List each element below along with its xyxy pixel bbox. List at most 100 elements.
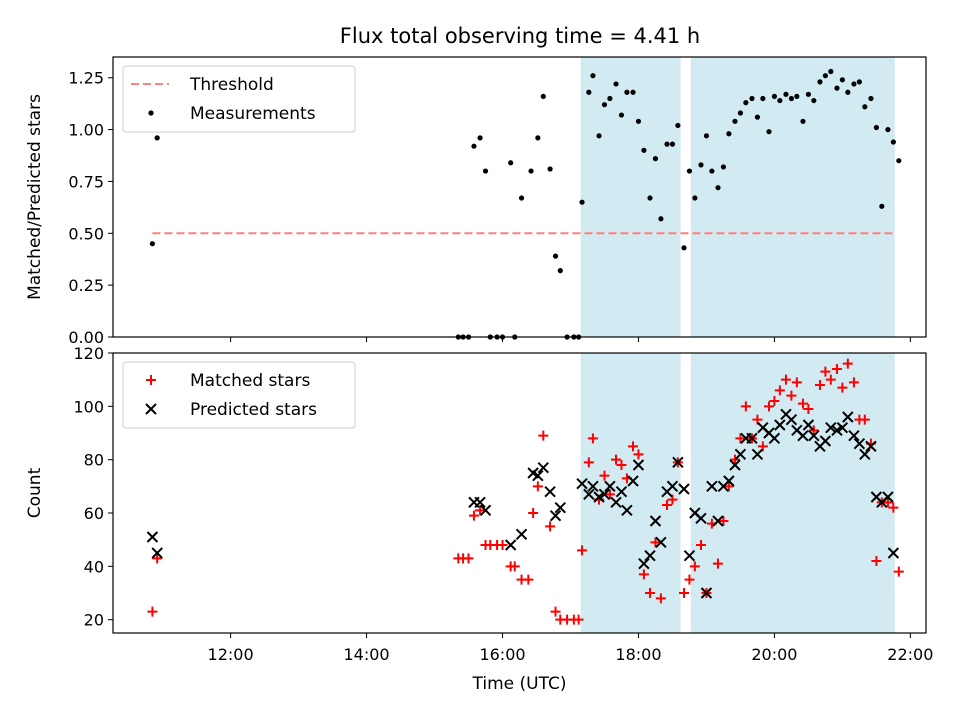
y-tick-label: 1.00: [68, 121, 104, 140]
predicted-star-point: [537, 461, 549, 474]
matched-star-point: [757, 441, 768, 452]
matched-star-point: [475, 505, 486, 516]
measurement-point: [777, 97, 783, 104]
predicted-star-point: [544, 485, 556, 498]
predicted-star-point: [831, 424, 843, 437]
matched-star-point: [147, 606, 158, 617]
y-tick-label: 0.00: [68, 328, 104, 347]
matched-star-point: [820, 366, 831, 377]
x-tick-label: 20:00: [751, 645, 797, 664]
x-tick-label: 12:00: [208, 645, 254, 664]
matched-star-point: [550, 606, 561, 617]
matched-star-point: [684, 574, 695, 585]
y-tick-label: 1.25: [68, 69, 104, 88]
axes-frame: [112, 352, 927, 634]
matched-star-point: [532, 481, 543, 492]
predicted-star-point: [836, 421, 849, 434]
measurement-point: [822, 73, 828, 79]
y-tick-label: 120: [73, 344, 104, 363]
matched-star-point: [645, 588, 656, 598]
measurement-point: [552, 253, 559, 259]
measurement-point: [794, 93, 800, 100]
measurement-point: [607, 95, 613, 102]
legend-box: [122, 361, 356, 429]
measurement-point: [658, 216, 664, 222]
y-axis-label: Matched/Predicted stars: [25, 94, 45, 300]
measurement-point: [540, 93, 546, 100]
x-tick-label: 18:00: [615, 645, 661, 664]
measurement-point: [771, 93, 778, 100]
predicted-star-point: [593, 491, 605, 503]
matched-star-point: [803, 404, 814, 414]
matched-star-point: [893, 566, 904, 577]
measurement-point: [805, 91, 812, 97]
predicted-star-point: [549, 509, 562, 522]
predicted-star-point: [808, 429, 820, 442]
matched-star-point: [859, 414, 870, 425]
measurement-point: [726, 131, 732, 137]
measurement-point: [590, 73, 596, 79]
matched-star-point: [740, 401, 751, 412]
measurement-point: [885, 126, 891, 133]
matched-star-point: [679, 588, 690, 598]
matched-star-point: [763, 401, 774, 412]
measurement-point: [652, 156, 659, 162]
measurement-point: [896, 158, 902, 164]
matched-star-point: [587, 433, 598, 444]
matched-star-point: [523, 574, 534, 585]
predicted-star-point: [504, 539, 517, 551]
matched-star-point: [718, 516, 729, 526]
measurement-point: [664, 141, 670, 147]
measurement-point: [669, 141, 676, 147]
matched-star-point: [825, 374, 836, 385]
matched-star-point: [774, 385, 785, 396]
predicted-star-point: [632, 459, 645, 471]
predicted-star-point: [848, 429, 860, 442]
legend-label: Matched stars: [190, 371, 310, 391]
measurement-point: [720, 164, 727, 170]
measurement-point: [732, 118, 738, 124]
matched-star-point: [723, 481, 734, 492]
matched-star-point: [628, 441, 639, 452]
count-panel: 20 40 60 80 100 120 12:00 14:00 16:00 18:00 20:00 2…: [25, 344, 933, 694]
matched-star-point: [604, 489, 615, 500]
measurement-point: [579, 199, 585, 205]
observing-interval-shade: [580, 57, 681, 337]
predicted-star-point: [615, 485, 628, 498]
measurement-point: [557, 268, 563, 274]
predicted-star-point: [746, 432, 758, 445]
x-tick-label: 16:00: [479, 645, 525, 664]
measurement-point: [879, 203, 885, 209]
predicted-star-point: [655, 536, 667, 549]
measurement-point: [535, 135, 541, 141]
matched-star-point: [509, 561, 520, 572]
matched-star-point: [538, 430, 549, 441]
matched-star-point: [573, 614, 584, 625]
measurement-point: [518, 195, 525, 201]
predicted-star-point: [627, 475, 639, 487]
matched-star-point: [599, 470, 610, 481]
measurement-point: [471, 143, 477, 149]
predicted-star-point: [644, 549, 656, 562]
measurement-point: [760, 95, 766, 102]
measurement-point: [703, 133, 710, 139]
matched-star-point: [729, 454, 740, 465]
measurement-point: [715, 185, 721, 191]
axes-frame: [112, 56, 927, 338]
matched-star-point: [650, 537, 661, 548]
y-axis-label: Count: [25, 467, 45, 518]
matched-star-point: [463, 553, 474, 564]
predicted-star-point: [706, 480, 718, 493]
y-tick-label: 60: [84, 504, 104, 523]
predicted-star-point: [638, 557, 650, 570]
predicted-star-point: [621, 504, 633, 517]
measurement-point: [856, 79, 862, 85]
predicted-star-point: [819, 435, 832, 447]
measurement-point: [698, 162, 704, 168]
predicted-star-point: [604, 480, 616, 493]
matched-star-point: [882, 497, 893, 508]
matched-star-point: [831, 364, 842, 374]
measurement-point: [709, 168, 715, 174]
predicted-star-point: [751, 448, 764, 461]
measurement-point: [868, 95, 874, 102]
